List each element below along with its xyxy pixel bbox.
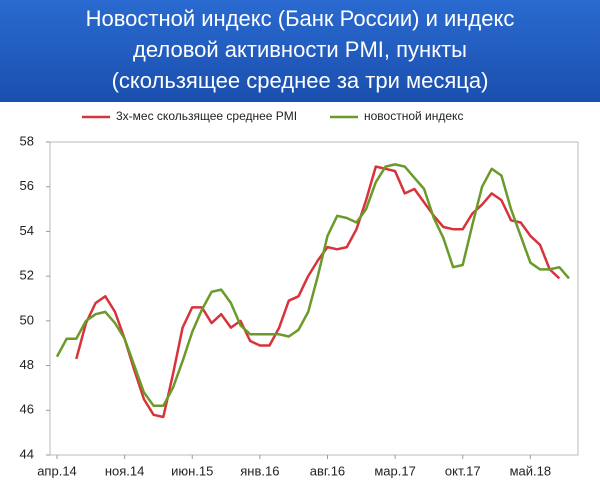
- title-line: Новостной индекс (Банк России) и индекс: [86, 6, 515, 31]
- legend-label: 3х-мес скользящее среднее PMI: [116, 109, 297, 123]
- x-tick-label: май.18: [510, 463, 552, 478]
- legend-label: новостной индекс: [364, 109, 463, 123]
- title-line: (скользящее среднее за три месяца): [112, 68, 489, 93]
- x-tick-label: янв.16: [240, 463, 279, 478]
- x-tick-label: апр.14: [37, 463, 77, 478]
- title-line: деловой активности PMI, пункты: [133, 37, 467, 62]
- y-tick-label: 44: [20, 446, 34, 461]
- series-line: [75, 165, 561, 419]
- y-tick-label: 58: [20, 133, 34, 148]
- x-tick-label: окт.17: [445, 463, 481, 478]
- series-line: [55, 163, 570, 408]
- plot-frame: [49, 141, 579, 456]
- x-tick-label: июн.15: [171, 463, 213, 478]
- y-tick-label: 56: [20, 178, 34, 193]
- x-tick-label: мар.17: [374, 463, 415, 478]
- y-tick-label: 54: [20, 223, 34, 238]
- x-tick-label: ноя.14: [105, 463, 145, 478]
- x-tick-label: авг.16: [310, 463, 345, 478]
- y-tick-label: 48: [20, 357, 34, 372]
- y-tick-label: 50: [20, 312, 34, 327]
- y-tick-label: 52: [20, 268, 34, 283]
- y-tick-label: 46: [20, 402, 34, 417]
- header-band: [0, 0, 600, 102]
